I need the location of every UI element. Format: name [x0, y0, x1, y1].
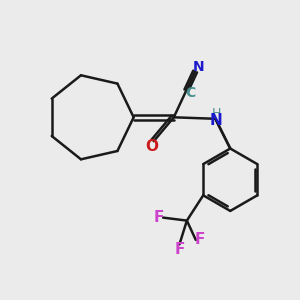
Text: H: H — [211, 107, 221, 120]
Text: F: F — [154, 210, 164, 225]
Text: N: N — [210, 113, 222, 128]
Text: C: C — [185, 86, 195, 100]
Text: O: O — [146, 139, 159, 154]
Text: F: F — [195, 232, 206, 247]
Text: F: F — [174, 242, 184, 257]
Text: N: N — [192, 60, 204, 74]
